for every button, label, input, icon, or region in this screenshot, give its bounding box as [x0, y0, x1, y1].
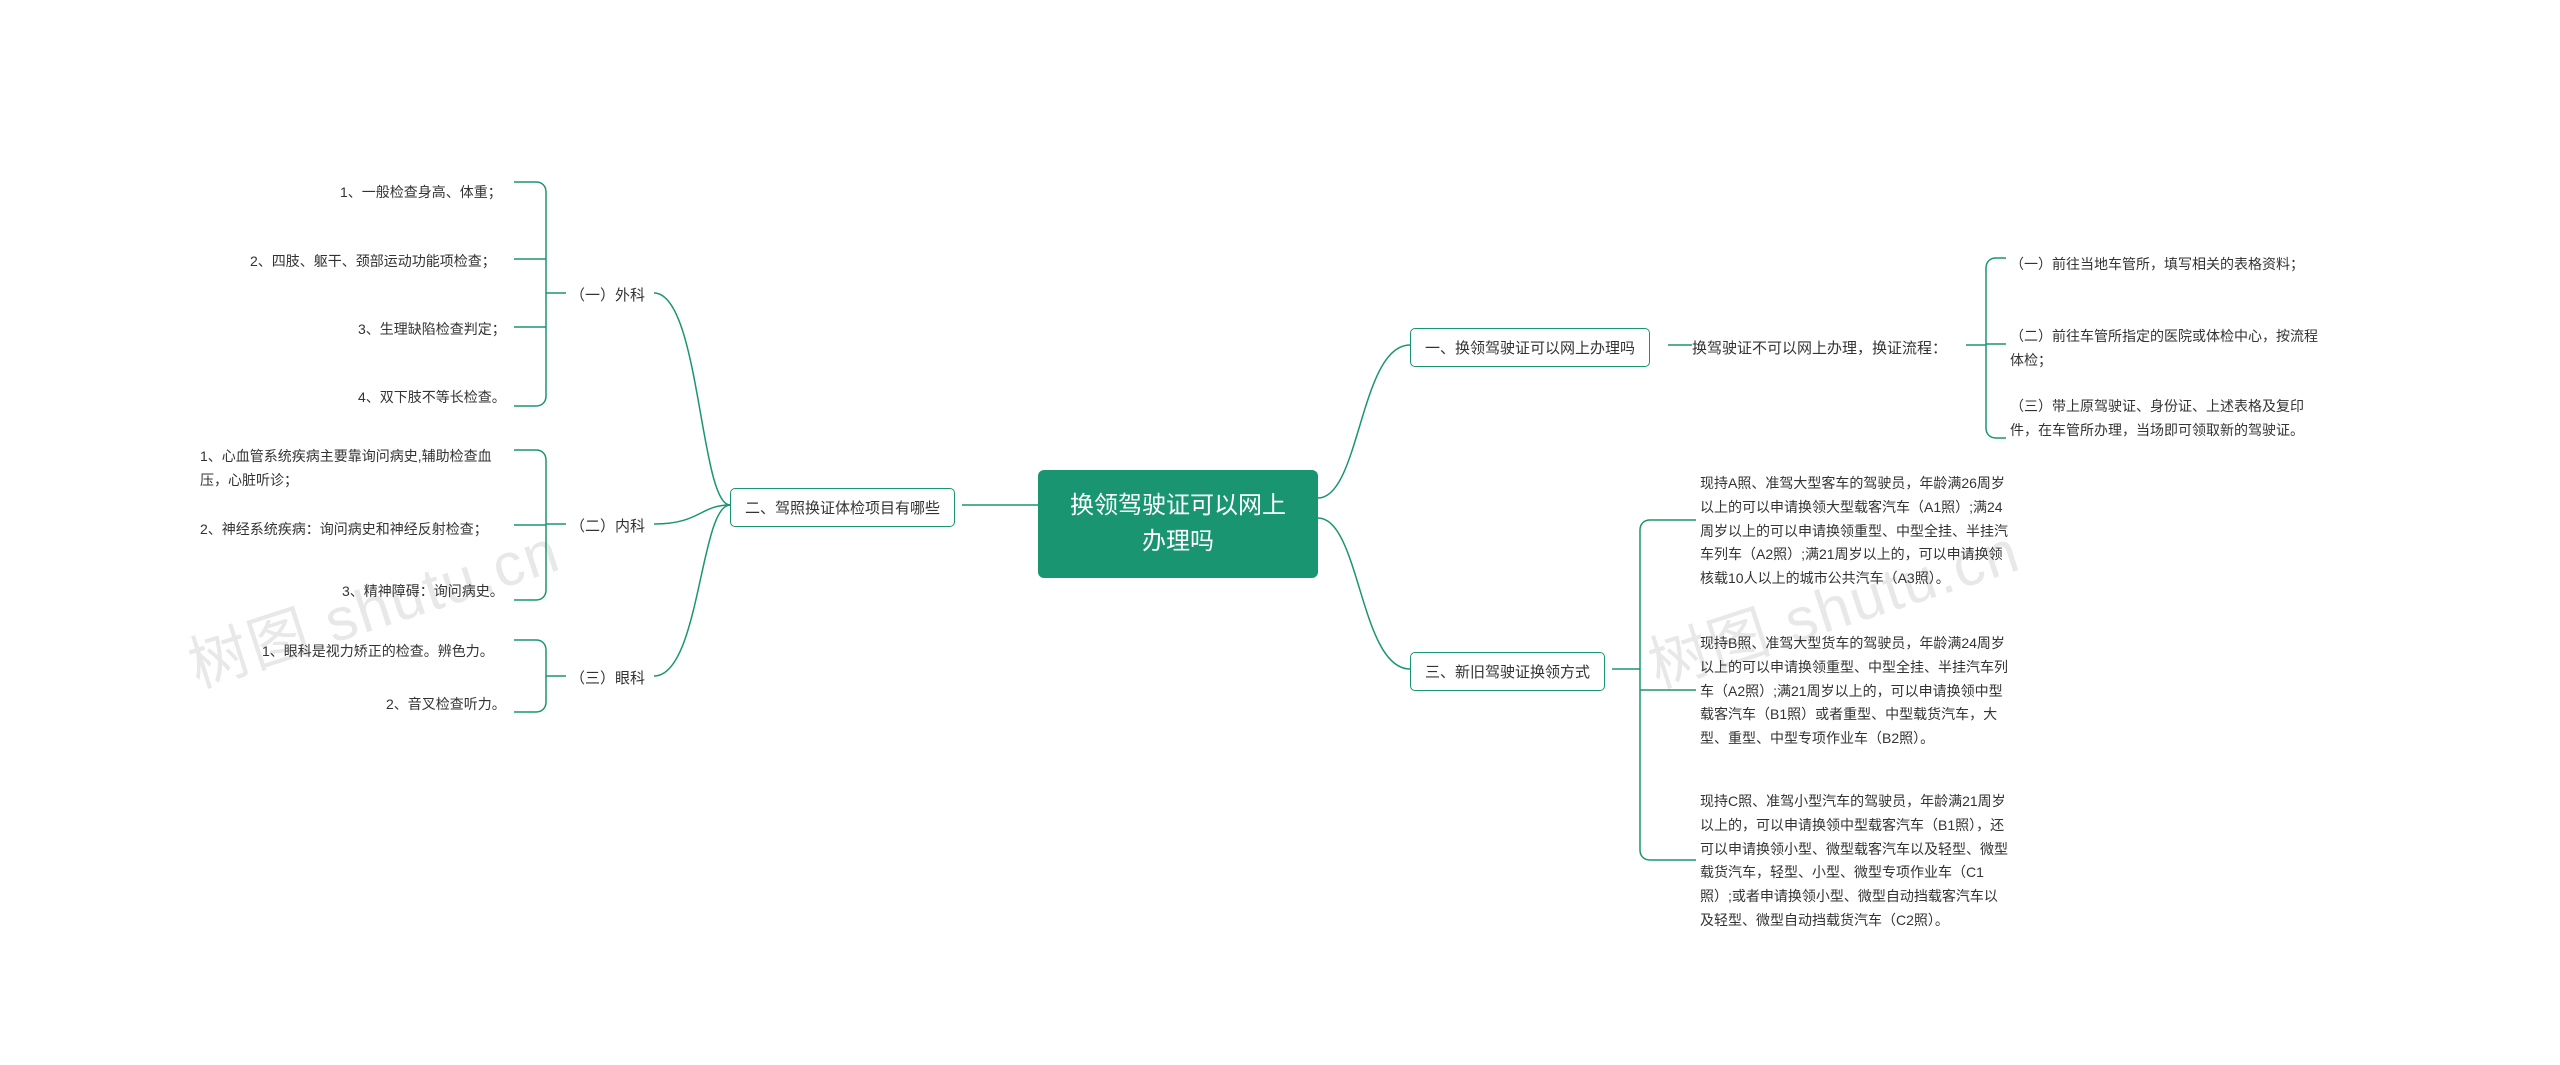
branch-r1[interactable]: 一、换领驾驶证可以网上办理吗: [1410, 328, 1650, 367]
leaf-l2a-4: 4、双下肢不等长检查。: [358, 386, 506, 410]
branch-l2[interactable]: 二、驾照换证体检项目有哪些: [730, 488, 955, 527]
branch-r1-sub: 换驾驶证不可以网上办理，换证流程：: [1692, 337, 1947, 358]
leaf-l2b-2: 2、神经系统疾病：询问病史和神经反射检查；: [200, 518, 488, 542]
sub-l2c: （三）眼科: [570, 667, 645, 688]
leaf-l2b-3: 3、精神障碍：询问病史。: [342, 580, 504, 604]
leaf-r3-3: 现持C照、准驾小型汽车的驾驶员，年龄满21周岁以上的，可以申请换领中型载客汽车（…: [1700, 790, 2010, 933]
leaf-l2b-1: 1、心血管系统疾病主要靠询问病史,辅助检查血压，心脏听诊；: [200, 445, 500, 493]
leaf-r1-1: （一）前往当地车管所，填写相关的表格资料；: [2010, 253, 2304, 277]
branch-r3[interactable]: 三、新旧驾驶证换领方式: [1410, 652, 1605, 691]
root-node[interactable]: 换领驾驶证可以网上办理吗: [1038, 470, 1318, 578]
leaf-l2c-1: 1、眼科是视力矫正的检查。辨色力。: [262, 640, 494, 664]
leaf-l2a-1: 1、一般检查身高、体重；: [340, 181, 502, 205]
leaf-r3-1: 现持A照、准驾大型客车的驾驶员，年龄满26周岁以上的可以申请换领大型载客汽车（A…: [1700, 472, 2010, 591]
sub-l2b: （二）内科: [570, 515, 645, 536]
leaf-l2c-2: 2、音叉检查听力。: [386, 693, 506, 717]
mindmap-canvas: 树图 shutu.cn 树图 shutu.cn 换领驾驶证可以网上办理吗 一、换…: [0, 0, 2560, 1065]
leaf-l2a-2: 2、四肢、躯干、颈部运动功能项检查；: [250, 250, 496, 274]
leaf-r3-2: 现持B照、准驾大型货车的驾驶员，年龄满24周岁以上的可以申请换领重型、中型全挂、…: [1700, 632, 2010, 751]
leaf-r1-3: （三）带上原驾驶证、身份证、上述表格及复印件，在车管所办理，当场即可领取新的驾驶…: [2010, 395, 2320, 443]
leaf-r1-2: （二）前往车管所指定的医院或体检中心，按流程体检；: [2010, 325, 2320, 373]
leaf-l2a-3: 3、生理缺陷检查判定；: [358, 318, 506, 342]
sub-l2a: （一）外科: [570, 284, 645, 305]
